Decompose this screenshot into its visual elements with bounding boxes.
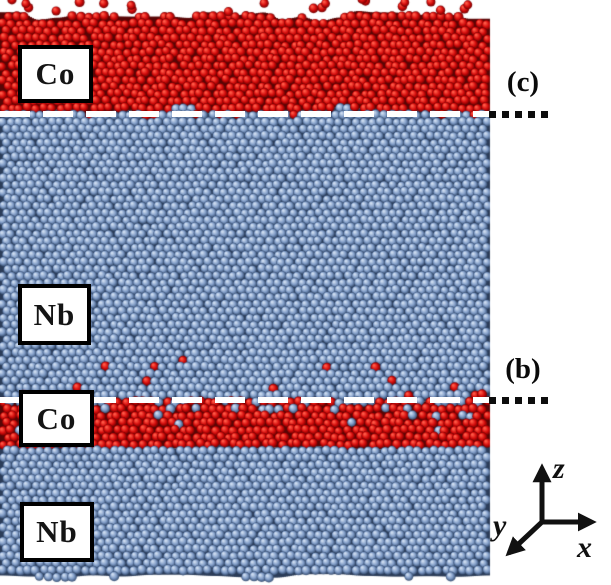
subfigure-marker-b: (b) <box>505 353 541 385</box>
y-axis-label: y <box>490 509 507 542</box>
layer-label-text: Nb <box>36 514 78 549</box>
subfigure-marker-c: (c) <box>506 66 540 98</box>
coordinate-axes: z x y <box>490 452 597 564</box>
x-axis-label: x <box>576 531 592 564</box>
interface-dotted-line-c <box>489 111 552 118</box>
layer-label-co-buried: Co <box>19 390 94 447</box>
layer-label-text: Nb <box>33 296 76 332</box>
layer-label-nb-bottom: Nb <box>20 502 94 562</box>
interface-dashed-line-b <box>0 397 489 403</box>
layer-label-text: Co <box>36 400 77 436</box>
layer-label-co-top: Co <box>18 45 93 103</box>
y-axis-arrow <box>505 520 544 557</box>
layer-label-nb-middle: Nb <box>18 284 91 345</box>
interface-dashed-line-c <box>0 111 489 117</box>
layer-label-text: Co <box>35 56 76 91</box>
interface-dotted-line-b <box>489 397 552 404</box>
z-axis-label: z <box>552 452 565 485</box>
